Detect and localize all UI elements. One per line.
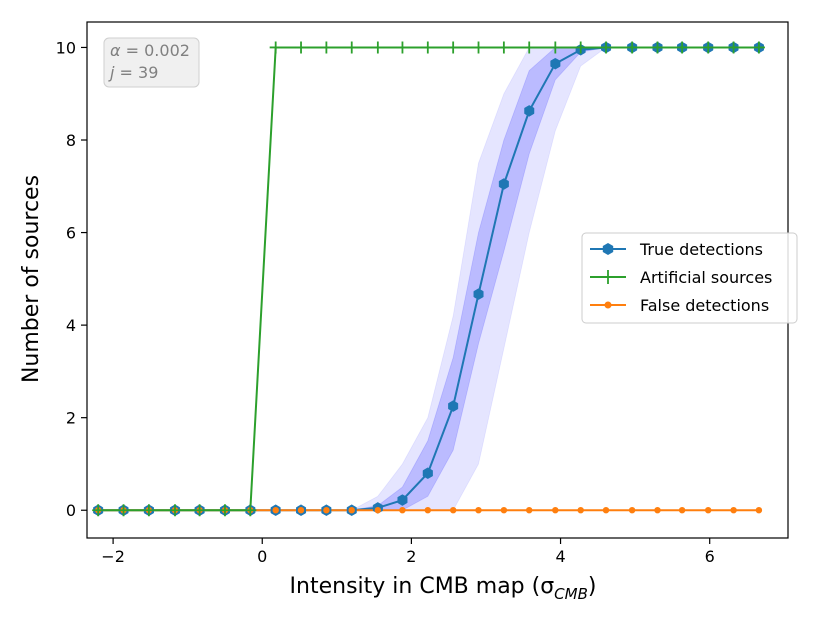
data-point-artificial-sources bbox=[168, 504, 181, 517]
y-axis-label: Number of sources bbox=[19, 175, 44, 383]
data-point-artificial-sources bbox=[371, 41, 384, 54]
legend-label-false-detections: False detections bbox=[640, 296, 769, 315]
data-point-artificial-sources bbox=[447, 41, 460, 54]
data-point-true-detections bbox=[498, 178, 509, 190]
data-point-false-detections bbox=[755, 507, 763, 514]
x-tick-label: 0 bbox=[257, 547, 267, 566]
data-point-artificial-sources bbox=[142, 504, 155, 517]
data-point-artificial-sources bbox=[345, 41, 358, 54]
data-point-artificial-sources bbox=[244, 504, 257, 517]
legend: True detections Artificial sources False d… bbox=[581, 232, 798, 324]
legend-label-true-detections: True detections bbox=[639, 240, 763, 259]
data-point-false-detections bbox=[399, 507, 406, 514]
annotation-alpha: α = 0.002 bbox=[110, 41, 190, 60]
y-tick-label: 0 bbox=[66, 501, 76, 520]
data-point-artificial-sources bbox=[574, 41, 587, 54]
data-point-false-detections bbox=[602, 507, 610, 514]
y-tick-label: 2 bbox=[66, 409, 76, 428]
data-point-false-detections bbox=[348, 507, 355, 514]
data-point-true-detections bbox=[473, 288, 484, 300]
annotation-j: j = 39 bbox=[108, 63, 158, 82]
data-point-artificial-sources bbox=[497, 41, 510, 54]
data-point-false-detections bbox=[678, 507, 686, 514]
annotation-box bbox=[103, 37, 200, 88]
parameter-annotation: α = 0.002 j = 39 bbox=[103, 37, 200, 88]
data-point-false-detections bbox=[654, 507, 661, 514]
x-tick-label: 2 bbox=[406, 547, 416, 566]
data-point-true-detections bbox=[397, 494, 408, 506]
data-point-artificial-sources bbox=[472, 41, 485, 54]
data-point-artificial-sources bbox=[549, 41, 562, 54]
data-point-false-detections bbox=[705, 507, 712, 514]
data-point-artificial-sources bbox=[752, 41, 765, 54]
data-point-artificial-sources bbox=[421, 41, 434, 54]
data-point-artificial-sources bbox=[193, 504, 206, 517]
series-markers bbox=[92, 41, 765, 517]
data-point-false-detections bbox=[552, 507, 559, 514]
data-point-false-detections bbox=[323, 507, 330, 514]
data-point-artificial-sources bbox=[218, 504, 231, 517]
data-point-false-detections bbox=[450, 507, 457, 514]
y-axis-ticks: 0 2 4 6 8 10 bbox=[56, 38, 87, 520]
legend-label-artificial-sources: Artificial sources bbox=[640, 268, 772, 287]
legend-marker-false-detections bbox=[604, 301, 612, 309]
data-point-false-detections bbox=[424, 507, 431, 514]
y-tick-label: 6 bbox=[66, 224, 76, 243]
data-point-artificial-sources bbox=[269, 41, 282, 54]
data-point-false-detections bbox=[730, 507, 737, 514]
data-point-artificial-sources bbox=[295, 41, 308, 54]
data-point-artificial-sources bbox=[651, 41, 664, 54]
data-point-false-detections bbox=[272, 507, 279, 514]
x-tick-label: 6 bbox=[705, 547, 715, 566]
data-point-true-detections bbox=[448, 400, 459, 412]
data-point-artificial-sources bbox=[676, 41, 689, 54]
data-point-artificial-sources bbox=[702, 41, 715, 54]
data-point-artificial-sources bbox=[727, 41, 740, 54]
data-point-artificial-sources bbox=[92, 504, 105, 517]
data-point-false-detections bbox=[526, 507, 533, 514]
data-point-false-detections bbox=[475, 507, 482, 514]
legend-box bbox=[581, 232, 798, 324]
data-point-true-detections bbox=[524, 105, 535, 117]
data-point-false-detections bbox=[297, 507, 305, 514]
data-point-artificial-sources bbox=[600, 41, 613, 54]
data-point-false-detections bbox=[374, 507, 381, 514]
data-point-true-detections bbox=[550, 57, 561, 70]
data-point-artificial-sources bbox=[117, 504, 130, 517]
data-point-false-detections bbox=[577, 507, 584, 514]
data-point-false-detections bbox=[500, 507, 508, 514]
data-point-artificial-sources bbox=[523, 41, 536, 54]
data-point-artificial-sources bbox=[626, 41, 639, 54]
data-point-artificial-sources bbox=[320, 41, 333, 54]
data-point-artificial-sources bbox=[396, 41, 409, 54]
data-point-false-detections bbox=[628, 507, 636, 514]
y-tick-label: 10 bbox=[56, 38, 76, 57]
x-axis-label: Intensity in CMB map (σCMB) bbox=[290, 574, 597, 603]
x-tick-label: −2 bbox=[101, 547, 125, 566]
x-axis-ticks: −2 0 2 4 6 bbox=[101, 538, 715, 566]
confidence-bands bbox=[351, 47, 608, 511]
legend-marker-artificial-sources bbox=[601, 270, 615, 284]
y-tick-label: 8 bbox=[66, 131, 76, 150]
legend-marker-true-detections bbox=[602, 243, 614, 255]
x-tick-label: 4 bbox=[555, 547, 565, 566]
y-tick-label: 4 bbox=[66, 316, 76, 335]
data-point-true-detections bbox=[422, 467, 433, 479]
